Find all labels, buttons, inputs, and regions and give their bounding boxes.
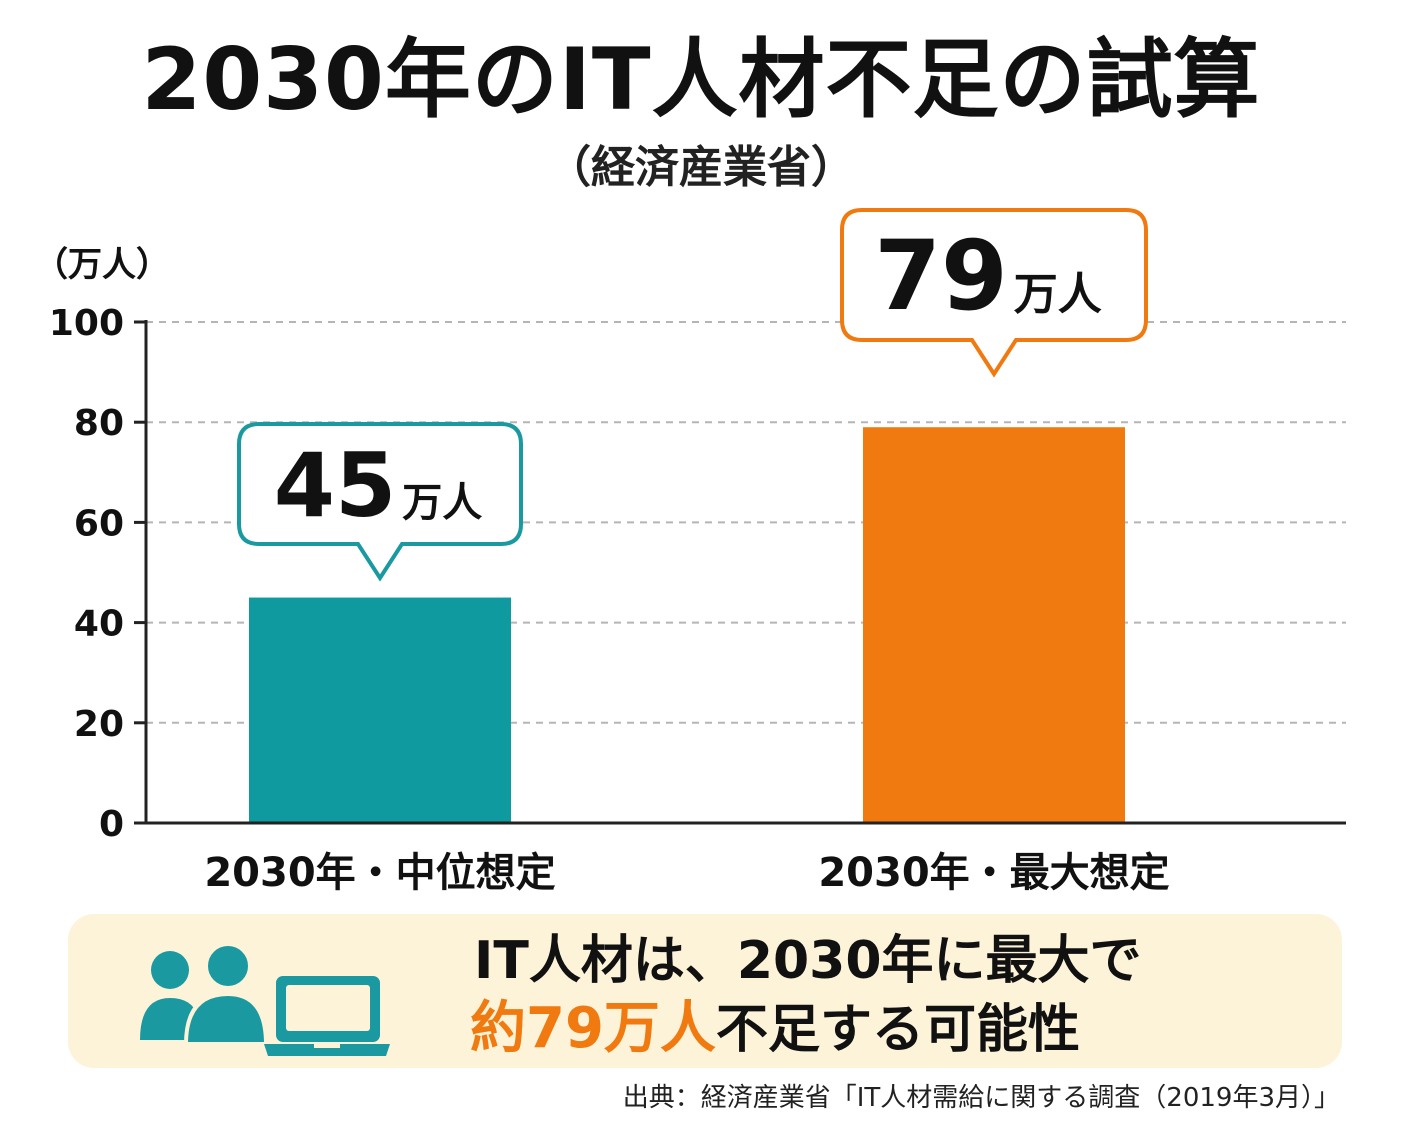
- bars: [249, 427, 1125, 823]
- bar-1: [249, 597, 511, 823]
- y-tick-label: 20: [74, 704, 124, 745]
- bar-2: [863, 427, 1125, 823]
- summary-line2-rest: 不足する可能性: [715, 1000, 1080, 1060]
- callout-number: 45: [274, 434, 396, 537]
- y-axis-unit-label: （万人）: [34, 245, 170, 285]
- callout-label-1: 45 万人: [274, 434, 482, 537]
- chart-subtitle: （経済産業省）: [547, 142, 855, 193]
- source-note: 出典：経済産業省「IT人材需給に関する調査（2019年3月）」: [622, 1083, 1340, 1113]
- summary-line2: 約79万人不足する可能性: [470, 996, 1080, 1063]
- x-tick-label: 2030年・最大想定: [818, 850, 1169, 896]
- summary-line1: IT人材は、2030年に最大で: [474, 931, 1142, 991]
- people-icon: [140, 944, 266, 1046]
- chart-title: 2030年のIT人材不足の試算: [141, 30, 1261, 130]
- callout-bubble-1: [237, 422, 523, 582]
- callout-unit: 万人: [402, 480, 482, 526]
- y-tick-label: 60: [74, 503, 124, 544]
- callout-unit: 万人: [1014, 269, 1102, 320]
- callout-label-2: 79 万人: [874, 220, 1102, 332]
- summary-highlight: 約79万人: [470, 996, 716, 1061]
- callout-number: 79: [874, 220, 1008, 332]
- y-tick-label: 40: [74, 604, 124, 645]
- x-tick-label: 2030年・中位想定: [204, 850, 555, 896]
- y-axis-ticks: 0 20 40 60 80 100: [49, 303, 146, 845]
- laptop-icon: [264, 976, 390, 1056]
- y-tick-label: 0: [99, 804, 124, 845]
- x-axis-labels: 2030年・中位想定 2030年・最大想定: [204, 850, 1169, 896]
- y-tick-label: 100: [49, 303, 124, 344]
- y-tick-label: 80: [74, 403, 124, 444]
- callout-bubble-2: [840, 208, 1148, 378]
